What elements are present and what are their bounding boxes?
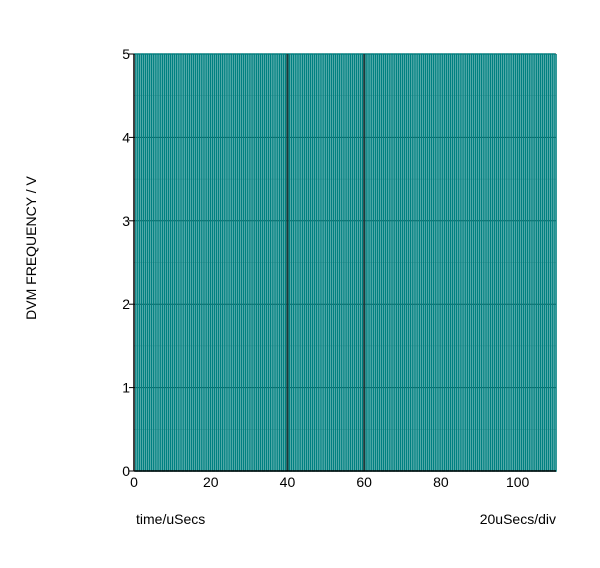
- x-tick-label: 60: [356, 474, 372, 490]
- y-tick-label: 1: [122, 380, 130, 396]
- x-axis-label: time/uSecs: [136, 511, 206, 527]
- time-scale-label: 20uSecs/div: [479, 511, 556, 527]
- y-tick-label: 4: [122, 129, 130, 145]
- x-tick-label: 100: [506, 474, 530, 490]
- x-tick-label: 20: [203, 474, 219, 490]
- series-line-0: [134, 53, 557, 472]
- y-axis-label: DVM FREQUENCY / V: [23, 176, 39, 320]
- y-tick-label: 0: [122, 463, 130, 479]
- tick-labels: 0 1 2 3 4 5 0 20 40 60 80 100: [122, 46, 529, 490]
- x-tick-label: 40: [280, 474, 296, 490]
- series-layer: [134, 53, 557, 472]
- x-tick-label: 0: [130, 474, 138, 490]
- y-tick-label: 3: [122, 213, 130, 229]
- y-tick-label: 5: [122, 46, 130, 62]
- x-tick-label: 80: [433, 474, 449, 490]
- y-tick-label: 2: [122, 296, 130, 312]
- axes: [129, 53, 556, 472]
